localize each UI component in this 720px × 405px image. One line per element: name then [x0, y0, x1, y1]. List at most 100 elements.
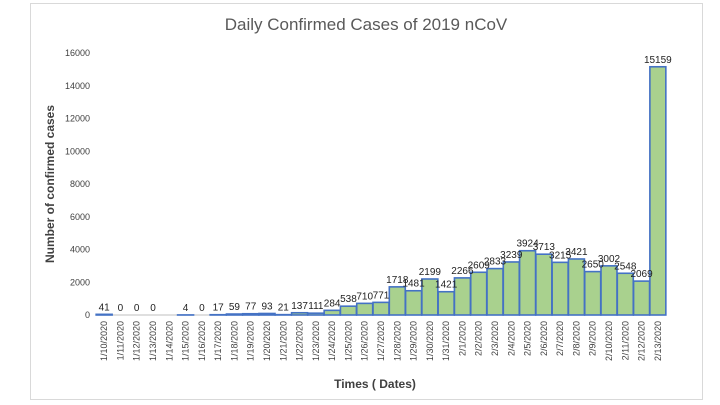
data-label: 93: [261, 301, 273, 312]
x-tick-label: 2/6/2020: [539, 321, 549, 356]
bar: [437, 290, 455, 316]
x-tick-label: 2/7/2020: [555, 321, 565, 356]
data-label: 0: [118, 303, 124, 314]
bar: [290, 311, 309, 316]
bar: [632, 280, 651, 316]
x-tick-label: 2/2/2020: [474, 321, 484, 356]
x-tick-label: 1/28/2020: [392, 321, 402, 361]
data-label: 710: [356, 291, 373, 302]
data-label: 3002: [598, 254, 621, 265]
x-tick-label: 1/19/2020: [246, 321, 256, 361]
x-tick-label: 2/13/2020: [653, 321, 663, 361]
data-label: 77: [245, 302, 257, 313]
x-tick-label: 1/24/2020: [327, 321, 337, 361]
x-tick-label: 2/1/2020: [457, 321, 467, 356]
data-label: 3239: [500, 250, 523, 261]
bar: [372, 301, 390, 316]
chart-frame: [30, 3, 703, 400]
x-tick-label: 1/20/2020: [262, 321, 272, 361]
x-tick-label: 1/12/2020: [132, 321, 142, 361]
bar: [551, 261, 569, 316]
y-tick-label: 8000: [70, 179, 90, 189]
data-label: 771: [373, 290, 390, 301]
data-label: 2650: [582, 260, 605, 271]
data-label: 0: [134, 303, 140, 314]
bar: [339, 305, 358, 316]
data-label: 17: [213, 303, 225, 314]
x-axis-title: Times ( Dates): [334, 377, 416, 391]
data-label: 2548: [614, 261, 637, 272]
data-label: 1481: [402, 279, 425, 290]
data-labels-group: 41 0 0 0 4 0 17 59 77 93 21 137 111 284 538 710 77117181…: [99, 55, 673, 314]
chart-title: Daily Confirmed Cases of 2019 nCoV: [225, 15, 508, 34]
bar: [388, 286, 407, 316]
y-axis-title: Number of confirmed cases: [43, 105, 57, 263]
bar: [469, 271, 488, 316]
bar: [95, 313, 113, 316]
data-label: 2199: [419, 267, 442, 278]
x-tick-label: 1/15/2020: [181, 321, 191, 361]
x-tick-label: 1/26/2020: [360, 321, 370, 361]
y-tick-label: 12000: [65, 114, 90, 124]
x-tick-label: 2/3/2020: [490, 321, 500, 356]
x-tick-label: 2/5/2020: [523, 321, 533, 356]
x-tick-label: 2/8/2020: [571, 321, 581, 356]
y-tick-label: 4000: [70, 245, 90, 255]
x-tick-label: 1/10/2020: [99, 321, 109, 361]
data-label: 3421: [565, 247, 588, 258]
x-tick-label: 1/23/2020: [311, 321, 321, 361]
x-tick-label: 1/21/2020: [278, 321, 288, 361]
bar: [649, 65, 667, 316]
bar: [404, 289, 423, 316]
x-tick-label: 1/22/2020: [295, 321, 305, 361]
x-tick-label: 1/16/2020: [197, 321, 207, 361]
y-tick-label: 16000: [65, 48, 90, 58]
y-tick-label: 10000: [65, 146, 90, 156]
data-label: 59: [229, 302, 241, 313]
data-label: 41: [99, 302, 111, 313]
x-tick-group: 1/10/2020 1/11/2020 1/12/2020 1/13/2020 1/14…: [99, 321, 663, 361]
x-tick-label: 1/11/2020: [115, 321, 125, 360]
data-label: 2609: [468, 260, 491, 271]
x-tick-label: 1/14/2020: [164, 321, 174, 361]
data-label: 0: [199, 303, 205, 314]
bar: [307, 312, 325, 316]
x-tick-label: 1/25/2020: [343, 321, 353, 361]
x-tick-label: 1/30/2020: [425, 321, 435, 361]
bar: [323, 309, 341, 316]
x-tick-label: 1/18/2020: [229, 321, 239, 361]
data-label: 4: [183, 303, 189, 314]
bar: [600, 265, 618, 316]
bar: [535, 253, 553, 316]
bar: [241, 312, 260, 316]
bar: [355, 302, 374, 316]
data-label: 21: [278, 303, 290, 314]
data-label: 1421: [435, 280, 458, 291]
bar: [502, 261, 521, 316]
x-tick-label: 1/29/2020: [409, 321, 419, 361]
y-tick-label: 0: [85, 310, 90, 320]
bar: [225, 313, 244, 316]
data-label: 284: [324, 298, 341, 309]
y-tick-label: 14000: [65, 81, 90, 91]
x-tick-label: 1/13/2020: [148, 321, 158, 361]
x-tick-label: 2/11/2020: [620, 321, 630, 360]
data-label: 538: [340, 294, 357, 305]
x-tick-label: 2/4/2020: [506, 321, 516, 356]
x-tick-label: 1/27/2020: [376, 321, 386, 361]
data-label: 2069: [630, 269, 653, 280]
data-label: 2266: [451, 266, 474, 277]
data-label: 137: [291, 301, 308, 312]
data-label: 2833: [484, 257, 507, 268]
x-tick-label: 1/31/2020: [441, 321, 451, 361]
x-tick-label: 2/9/2020: [588, 321, 598, 356]
x-tick-label: 2/12/2020: [637, 321, 647, 361]
x-tick-label: 2/10/2020: [604, 321, 614, 361]
y-tick-label: 6000: [70, 212, 90, 222]
y-tick-group: 0 2000 4000 6000 8000 10000 12000 14000 16000: [65, 48, 90, 320]
data-label: 1718: [386, 275, 409, 286]
data-label: 3215: [549, 250, 572, 261]
data-label: 15159: [644, 55, 672, 66]
bar: [486, 267, 504, 316]
